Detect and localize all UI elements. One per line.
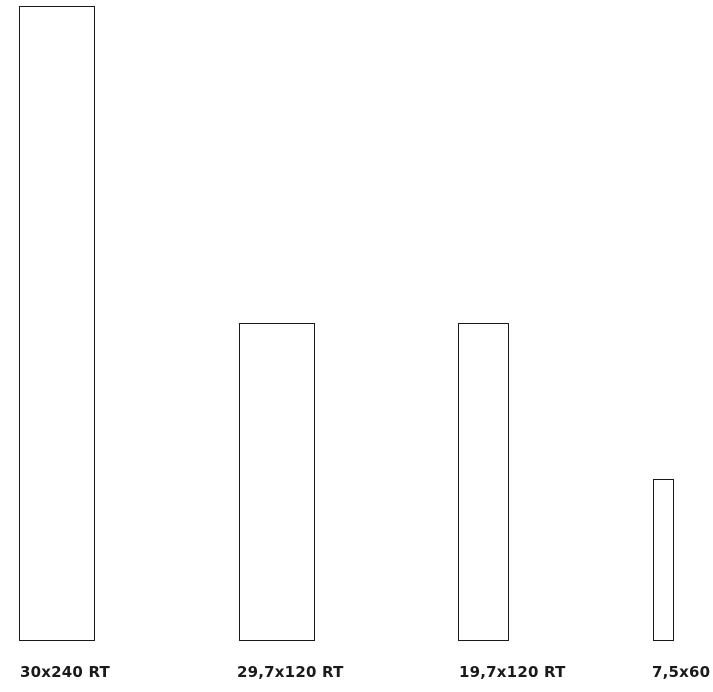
tile-outline-30x240: [19, 6, 95, 641]
tile-label-30x240: 30x240 RT: [20, 663, 110, 681]
tile-outline-29-7x120: [239, 323, 315, 641]
tile-label-7-5x60: 7,5x60: [652, 663, 711, 681]
tile-outline-19-7x120: [458, 323, 509, 641]
tile-label-29-7x120: 29,7x120 RT: [237, 663, 344, 681]
tile-outline-7-5x60: [653, 479, 674, 641]
tile-label-19-7x120: 19,7x120 RT: [459, 663, 566, 681]
